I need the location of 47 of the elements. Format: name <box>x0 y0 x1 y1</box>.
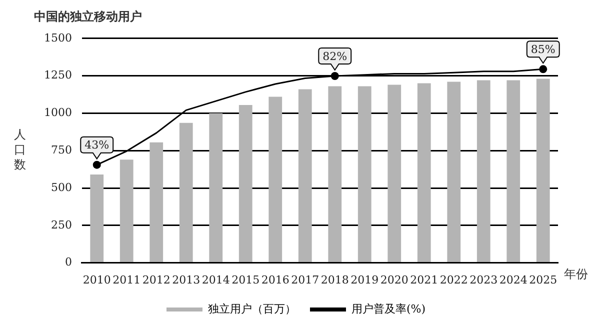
data-label: 43% <box>84 138 110 152</box>
x-tick-label: 2020 <box>380 273 408 286</box>
bar <box>120 160 134 262</box>
bar <box>417 83 431 262</box>
x-tick-label: 2024 <box>499 273 528 286</box>
y-tick-label: 750 <box>50 143 72 156</box>
x-tick-label: 2019 <box>350 273 379 286</box>
x-tick-label: 2025 <box>529 273 558 286</box>
bar <box>268 96 282 262</box>
x-tick-label: 2014 <box>202 273 230 286</box>
bar <box>238 104 252 262</box>
x-tick-label: 2021 <box>410 273 438 286</box>
x-tick-label: 2011 <box>112 273 141 286</box>
bar <box>388 84 402 262</box>
x-tick-label: 2013 <box>172 273 200 286</box>
y-tick-label: 0 <box>64 256 72 269</box>
bar <box>506 80 520 262</box>
data-label: 85% <box>530 43 556 56</box>
x-axis-title: 年份 <box>564 266 588 281</box>
bar <box>90 174 104 262</box>
y-tick-label: 1500 <box>44 31 72 44</box>
y-tick-label: 250 <box>50 218 72 232</box>
x-tick-label: 2018 <box>320 273 349 286</box>
y-tick-label: 1250 <box>44 68 72 82</box>
x-tick-label: 2012 <box>142 273 170 286</box>
bar <box>536 78 550 262</box>
bar <box>209 113 223 262</box>
y-tick-label: 1000 <box>44 106 72 120</box>
bar <box>476 80 490 262</box>
x-tick-label: 2022 <box>440 273 468 286</box>
data-label: 82% <box>322 50 348 63</box>
chart-title: 中国的独立移动用户 <box>34 9 142 24</box>
x-tick-label: 2017 <box>291 273 320 286</box>
x-tick-label: 2016 <box>261 273 290 286</box>
bar <box>328 86 342 262</box>
bar <box>447 82 461 262</box>
legend-label: 独立用户（百万） <box>208 302 296 316</box>
x-tick-label: 2010 <box>82 273 111 286</box>
bar <box>298 89 312 262</box>
y-axis-title: 人口数 <box>14 128 26 172</box>
x-tick-label: 2015 <box>232 273 260 286</box>
bar <box>358 86 372 262</box>
bar <box>150 142 164 262</box>
legend-label: 用户普及率(%) <box>351 302 426 316</box>
y-tick-label: 500 <box>50 180 72 194</box>
x-tick-label: 2023 <box>470 273 498 286</box>
bar <box>179 122 193 262</box>
